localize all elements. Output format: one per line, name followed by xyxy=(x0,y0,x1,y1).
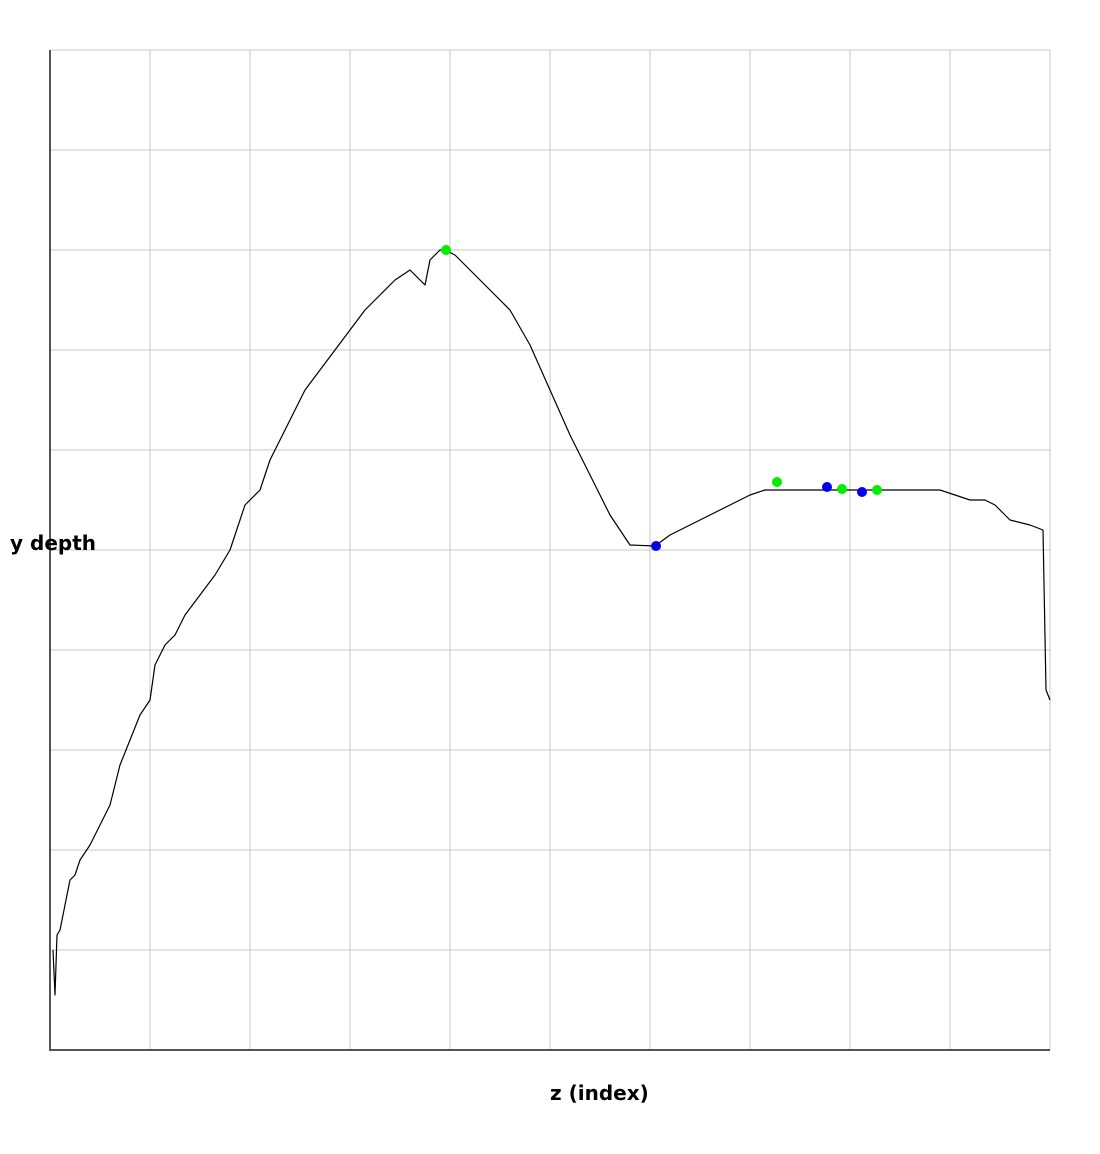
series xyxy=(52,249,1051,996)
marker-point-0-1 xyxy=(772,477,782,487)
marker-point-1-1 xyxy=(822,482,832,492)
x-axis-label: z (index) xyxy=(550,1081,649,1105)
marker-point-0-3 xyxy=(872,485,882,495)
grid xyxy=(49,49,1051,1051)
axes xyxy=(49,50,1050,1051)
marker-point-1-0 xyxy=(651,541,661,551)
marker-point-0-2 xyxy=(837,484,847,494)
marker-point-0-0 xyxy=(441,245,451,255)
marker-point-1-2 xyxy=(857,487,867,497)
series-line-0 xyxy=(52,249,1051,996)
y-axis-label: y depth xyxy=(10,531,96,555)
markers xyxy=(441,245,882,551)
